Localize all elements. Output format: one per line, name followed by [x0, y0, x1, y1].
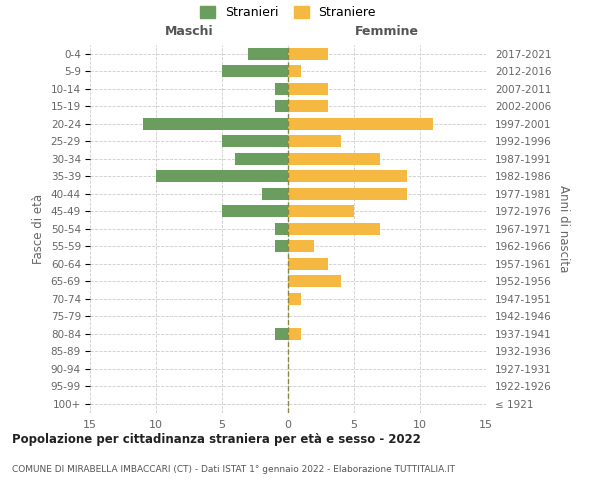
Bar	[288, 292, 301, 305]
Bar	[248, 48, 288, 60]
Bar	[275, 100, 288, 112]
Bar	[288, 118, 433, 130]
Bar	[288, 152, 380, 165]
Bar	[143, 118, 288, 130]
Text: COMUNE DI MIRABELLA IMBACCARI (CT) - Dati ISTAT 1° gennaio 2022 - Elaborazione T: COMUNE DI MIRABELLA IMBACCARI (CT) - Dat…	[12, 465, 455, 474]
Bar	[288, 48, 328, 60]
Bar	[262, 188, 288, 200]
Bar	[156, 170, 288, 182]
Bar	[222, 205, 288, 218]
Bar	[288, 205, 354, 218]
Text: Femmine: Femmine	[355, 24, 419, 38]
Bar	[288, 65, 301, 78]
Bar	[235, 152, 288, 165]
Bar	[275, 82, 288, 95]
Text: Maschi: Maschi	[164, 24, 214, 38]
Legend: Stranieri, Straniere: Stranieri, Straniere	[200, 6, 376, 19]
Bar	[288, 328, 301, 340]
Bar	[288, 170, 407, 182]
Bar	[288, 82, 328, 95]
Bar	[288, 222, 380, 235]
Bar	[275, 328, 288, 340]
Bar	[275, 222, 288, 235]
Y-axis label: Fasce di età: Fasce di età	[32, 194, 45, 264]
Bar	[288, 188, 407, 200]
Y-axis label: Anni di nascita: Anni di nascita	[557, 185, 571, 272]
Text: Popolazione per cittadinanza straniera per età e sesso - 2022: Popolazione per cittadinanza straniera p…	[12, 432, 421, 446]
Bar	[275, 240, 288, 252]
Bar	[288, 100, 328, 112]
Bar	[288, 258, 328, 270]
Bar	[288, 135, 341, 147]
Bar	[288, 275, 341, 287]
Bar	[222, 65, 288, 78]
Bar	[288, 240, 314, 252]
Bar	[222, 135, 288, 147]
